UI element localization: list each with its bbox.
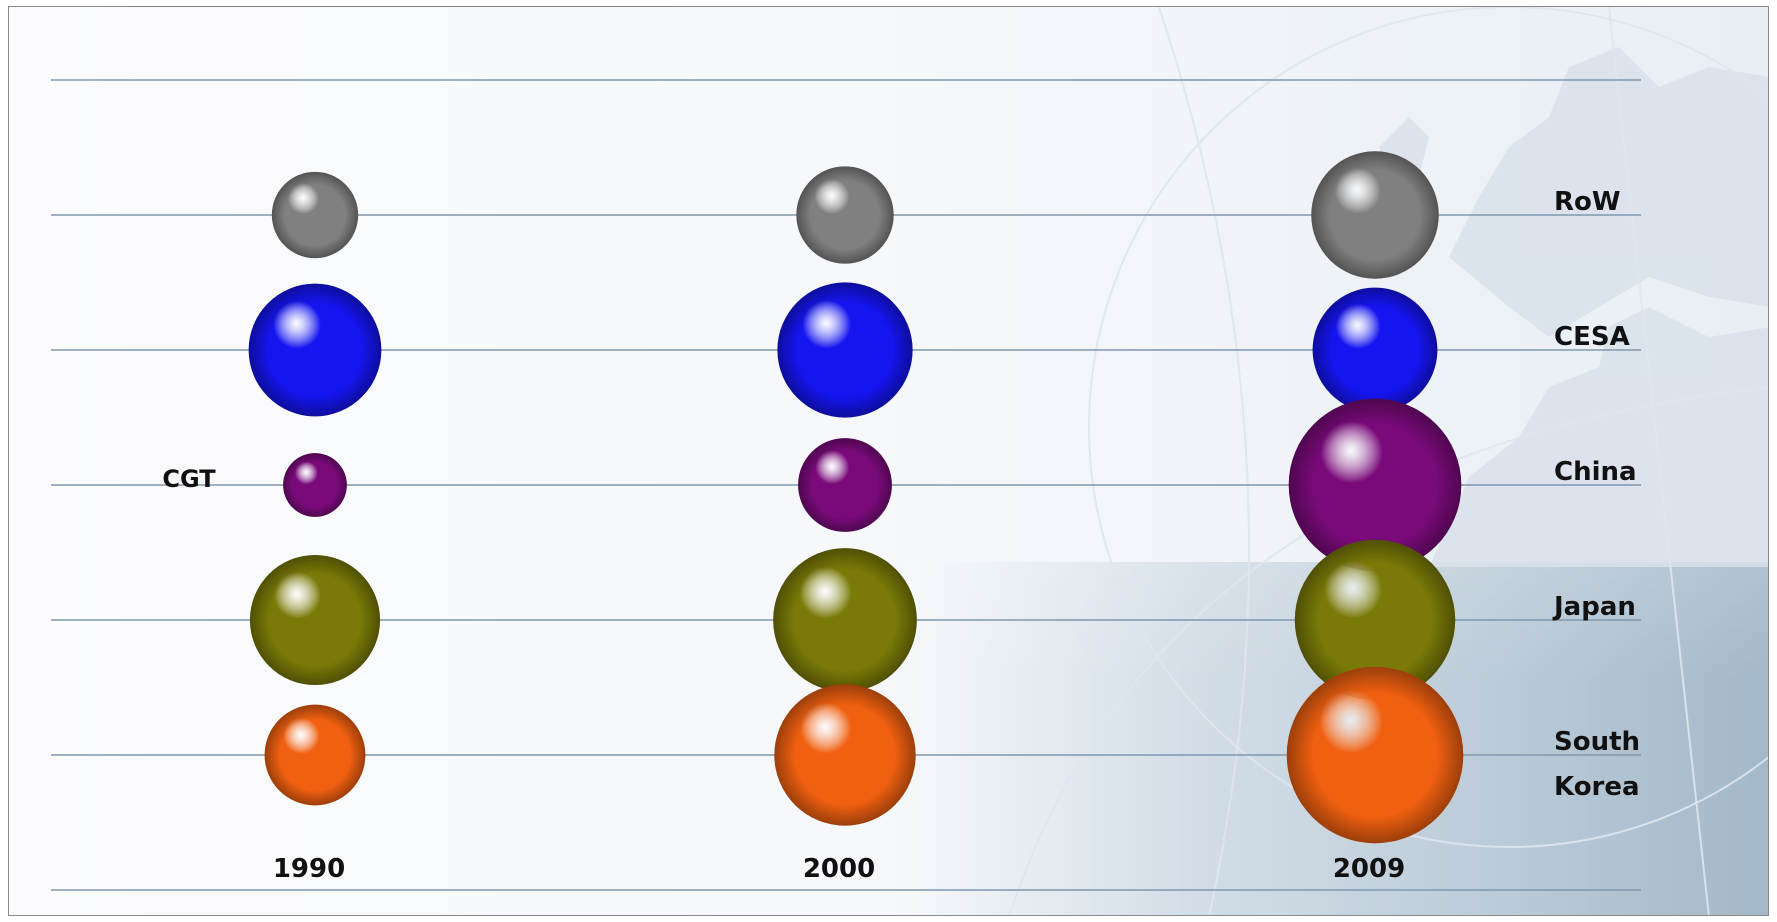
bubble-south-korea-2009: [1286, 666, 1464, 844]
bubble-row-2009: [1311, 151, 1439, 279]
bubble-japan-2009: [1294, 539, 1456, 701]
bubble-south-korea-2000: [774, 684, 916, 826]
bubble-cesa-2009: [1312, 287, 1438, 413]
bubble-row-2000: [796, 166, 894, 264]
bubble-japan-2000: [773, 548, 917, 692]
bubbles: [248, 151, 1464, 844]
bubble-cesa-1990: [248, 283, 382, 417]
bubble-china-2009: [1288, 398, 1462, 572]
bubble-japan-1990: [249, 554, 381, 686]
series-label-cesa: CESA: [1554, 322, 1630, 352]
bubble-china-1990: [283, 453, 347, 517]
bubble-cesa-2000: [777, 282, 913, 418]
bubble-south-korea-1990: [264, 704, 366, 806]
chart-frame: RoW CESA China Japan South Korea 1990 2000 2009…: [8, 6, 1769, 916]
bubble-chart: RoW CESA China Japan South Korea 1990 2000 2009…: [9, 7, 1768, 915]
category-label-2000: 2000: [803, 854, 875, 884]
category-label-2009: 2009: [1333, 854, 1405, 884]
category-labels: 1990 2000 2009: [273, 854, 1405, 884]
bubble-row-1990: [271, 171, 359, 259]
bubble-china-2000: [798, 438, 892, 532]
series-label-japan: Japan: [1552, 592, 1636, 622]
category-label-1990: 1990: [273, 854, 345, 884]
y-axis-label: CGT: [162, 465, 216, 493]
series-labels: RoW CESA China Japan South Korea: [1552, 187, 1640, 802]
series-label-south-korea: South Korea: [1554, 727, 1640, 802]
series-label-row: RoW: [1554, 187, 1621, 217]
series-label-china: China: [1554, 457, 1637, 487]
